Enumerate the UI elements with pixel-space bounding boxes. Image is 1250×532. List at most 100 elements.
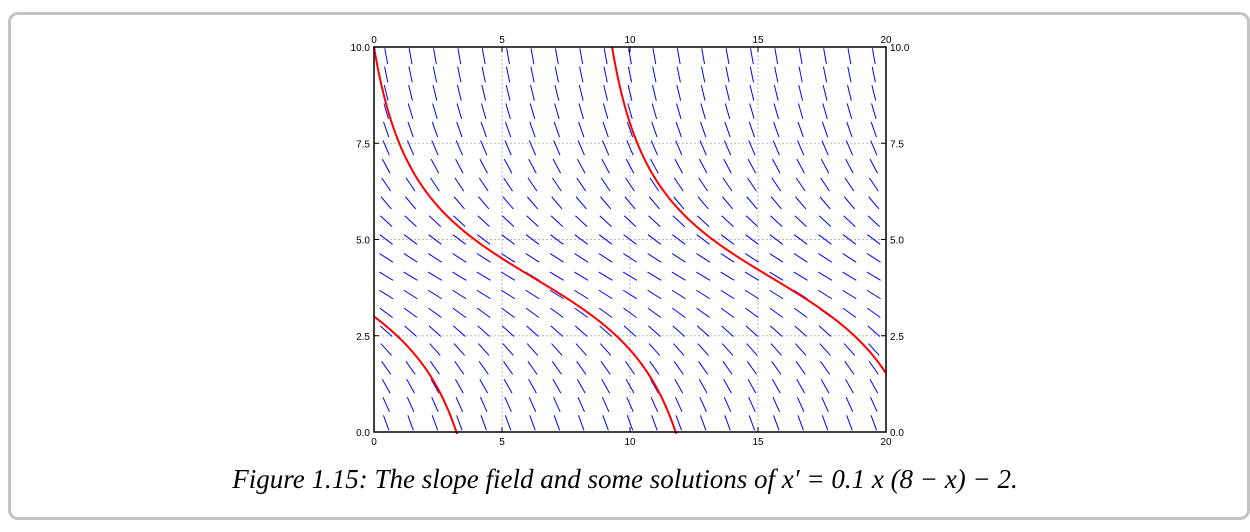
slope-segment	[773, 121, 780, 138]
slope-segment	[506, 48, 510, 65]
slope-segment	[526, 325, 539, 337]
slope-segment	[578, 84, 584, 101]
slope-segment	[847, 48, 852, 65]
slope-segment	[675, 140, 683, 156]
slope-segment	[530, 84, 535, 101]
slope-segment	[676, 103, 682, 119]
x-tick-label-bottom: 20	[880, 437, 892, 448]
slope-segment	[721, 196, 734, 210]
slope-segment	[774, 48, 779, 65]
slope-segment	[647, 253, 662, 263]
slope-segment	[526, 196, 539, 210]
slope-segment	[821, 396, 829, 413]
slope-segment	[503, 378, 513, 394]
slope-segment	[721, 325, 734, 337]
slope-segment	[701, 66, 706, 83]
slope-segment	[625, 158, 635, 174]
slope-segment	[579, 66, 584, 83]
slope-segment	[699, 415, 707, 431]
slope-segment	[549, 253, 564, 263]
slope-segment	[771, 177, 782, 192]
slope-segment	[674, 158, 683, 174]
slope-segment	[672, 325, 686, 337]
slope-segment	[797, 103, 804, 119]
slope-segment	[505, 66, 511, 83]
y-tick-label-right: 5.0	[890, 236, 904, 247]
slope-segment	[577, 140, 585, 156]
slope-segment	[574, 325, 588, 337]
slope-segment	[627, 103, 633, 119]
slope-segment	[822, 103, 828, 119]
slope-segment	[627, 84, 633, 101]
slope-segment	[503, 177, 513, 192]
slope-segment	[747, 177, 757, 192]
slope-segment	[796, 378, 806, 394]
slope-segment	[404, 215, 417, 227]
slope-segment	[871, 66, 876, 83]
slope-segment	[724, 415, 731, 431]
slope-segment	[622, 289, 638, 300]
slope-segment	[528, 140, 537, 156]
slope-segment	[745, 307, 759, 318]
slope-segment	[772, 140, 780, 156]
slope-segment	[744, 289, 759, 300]
solution-curves	[373, 46, 887, 435]
slope-segment	[528, 158, 537, 174]
slope-segment	[866, 253, 881, 263]
y-tick-label-left: 0.0	[356, 428, 370, 439]
slope-segment	[700, 103, 706, 119]
slope-segment	[579, 48, 584, 65]
slope-segment	[724, 103, 731, 119]
slope-segment	[720, 307, 735, 318]
slope-segment	[598, 307, 613, 318]
y-tick-label-right: 7.5	[890, 139, 904, 150]
slope-segment	[648, 196, 660, 210]
slope-segment	[477, 215, 490, 227]
slope-segment	[793, 253, 808, 263]
slope-segment	[746, 361, 757, 375]
slope-segment	[403, 253, 418, 263]
slope-segment	[456, 415, 463, 431]
slope-segment	[795, 361, 806, 375]
slope-segment	[869, 378, 879, 394]
slope-segment	[793, 307, 808, 318]
slope-segment	[797, 415, 804, 431]
y-tick-label-left: 5.0	[356, 236, 370, 247]
slope-segment	[769, 253, 784, 263]
slope-segment	[527, 361, 538, 375]
slope-segment	[696, 253, 711, 263]
slope-segment	[845, 140, 854, 156]
slope-segment	[867, 215, 881, 227]
slope-segment	[504, 396, 512, 413]
slope-segment	[818, 234, 832, 245]
slope-segment	[553, 396, 561, 413]
slope-segment	[819, 343, 831, 356]
slope-segment	[379, 289, 394, 300]
slope-segment	[429, 343, 441, 356]
slope-segment	[842, 307, 857, 318]
slope-segment	[550, 215, 564, 227]
slope-segment	[820, 158, 830, 174]
slope-segment	[529, 103, 536, 119]
x-tick-label-top: 20	[880, 35, 892, 46]
slope-segment	[748, 396, 756, 413]
slope-segment	[574, 289, 589, 300]
slope-segment	[723, 140, 732, 156]
slope-segment	[431, 121, 439, 138]
slope-segment	[603, 84, 609, 101]
slope-segment	[382, 396, 390, 413]
slope-segment	[725, 66, 730, 83]
slope-segment	[528, 378, 537, 394]
slope-segment	[380, 343, 392, 356]
slope-segment	[773, 103, 780, 119]
slope-segment	[793, 234, 808, 245]
slope-segment	[454, 361, 465, 375]
slope-segment	[480, 140, 488, 156]
slope-segment	[699, 396, 707, 413]
slope-segment	[552, 158, 562, 174]
x-tick-label-top: 5	[499, 35, 505, 46]
slope-segment	[822, 66, 828, 83]
slope-segment	[501, 215, 515, 227]
slope-segment	[430, 158, 440, 174]
